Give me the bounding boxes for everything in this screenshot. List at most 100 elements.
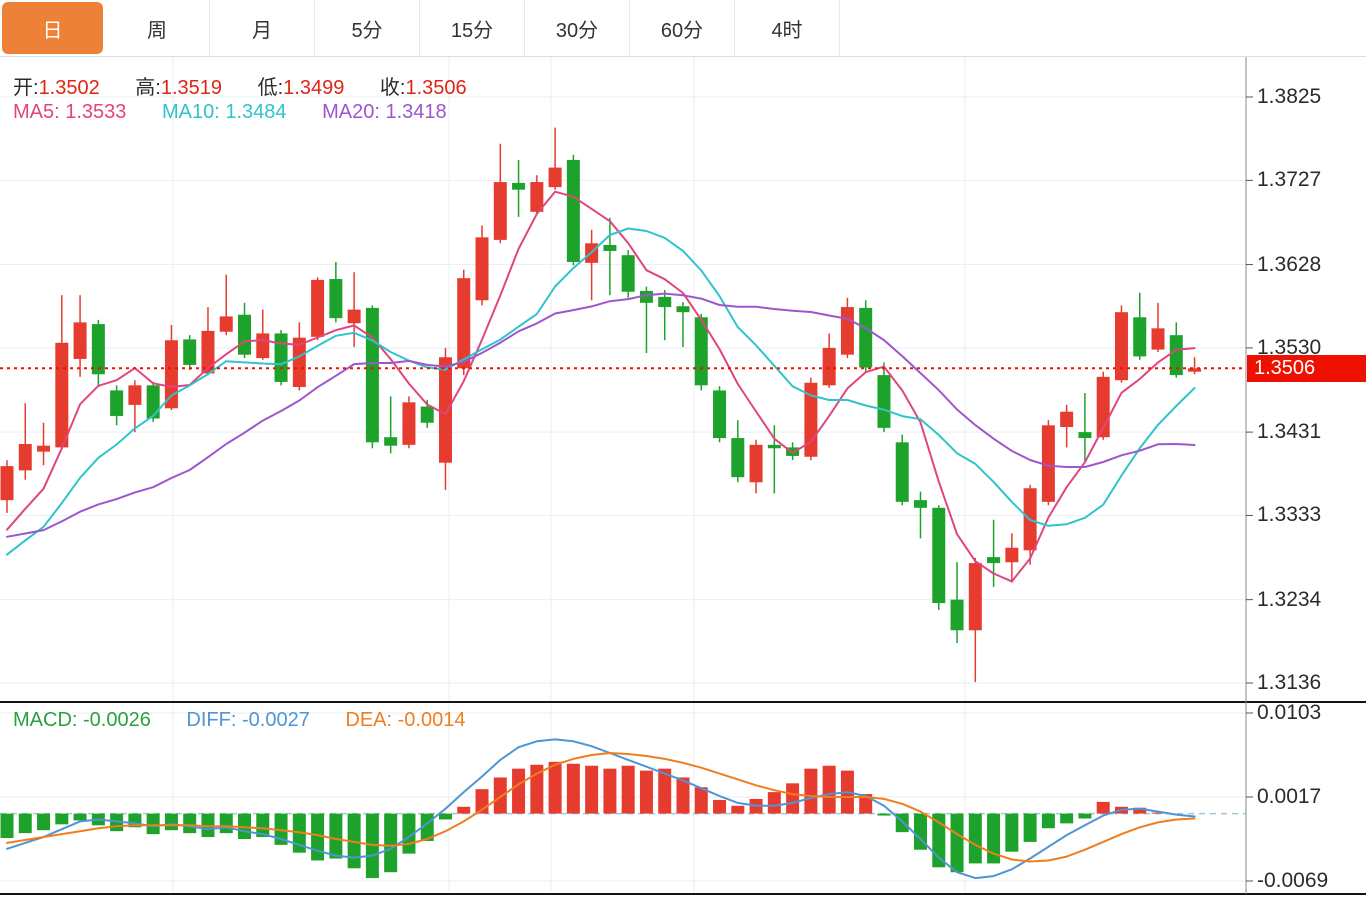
ma10-value: 1.3484 xyxy=(225,101,287,123)
macd-hist-bar xyxy=(493,777,507,814)
ma20-label: MA20: xyxy=(322,101,380,123)
dea-line xyxy=(6,752,1196,863)
candle-body xyxy=(457,278,471,369)
candle-body xyxy=(877,375,891,428)
macd-hist-bar xyxy=(1133,807,1147,814)
macd-hist-bar xyxy=(457,806,471,814)
candle-body xyxy=(347,309,361,324)
diff-line xyxy=(6,738,1196,880)
candle-body xyxy=(475,237,489,301)
candle-body xyxy=(1005,547,1019,563)
candle-body xyxy=(493,182,507,240)
candle-body xyxy=(110,390,124,416)
macd-hist-bar xyxy=(1060,813,1074,824)
macd-hist-bar xyxy=(877,813,891,816)
macd-label: MACD: xyxy=(13,709,78,731)
quote-row: 开:1.3502 高:1.3519 低:1.3499 收:1.3506 xyxy=(13,71,497,100)
candle-body xyxy=(767,444,781,449)
candle-body xyxy=(238,314,252,355)
candle-body xyxy=(1188,368,1202,372)
macd-hist-bar xyxy=(384,813,398,873)
tab-timeframe-3[interactable]: 5分 xyxy=(315,0,420,56)
tab-timeframe-5[interactable]: 30分 xyxy=(525,0,630,56)
macd-hist-bar xyxy=(566,763,580,814)
candle-body xyxy=(895,442,909,502)
ma20-line xyxy=(6,292,1196,538)
tab-timeframe-4[interactable]: 15分 xyxy=(420,0,525,56)
candle-body xyxy=(1169,335,1183,376)
macd-hist-bar xyxy=(914,813,927,850)
ma5-value: 1.3533 xyxy=(65,101,127,123)
candle-body xyxy=(164,340,178,409)
macd-legend-row: MACD: -0.0026 DIFF: -0.0027 DEA: -0.0014 xyxy=(13,709,495,732)
candle-body xyxy=(91,324,105,375)
tab-timeframe-0[interactable]: 日 xyxy=(2,2,103,54)
macd-hist-bar xyxy=(548,761,562,814)
candle-body xyxy=(73,322,87,359)
macd-tick-label: 0.0103 xyxy=(1257,700,1322,724)
macd-hist-bar xyxy=(621,765,635,814)
macd-hist-bar xyxy=(55,813,69,825)
macd-hist-bar xyxy=(639,770,653,814)
tab-timeframe-6[interactable]: 60分 xyxy=(630,0,735,56)
open-label: 开: xyxy=(13,77,39,99)
candle-body xyxy=(639,290,653,303)
ma10-line xyxy=(6,227,1196,556)
candle-body xyxy=(658,296,672,308)
tab-timeframe-2[interactable]: 月 xyxy=(210,0,315,56)
candle-body xyxy=(146,385,160,419)
price-tick-label: 1.3628 xyxy=(1257,252,1322,276)
candle-body xyxy=(987,557,1001,564)
macd-hist-bar xyxy=(658,768,672,814)
tab-timeframe-1[interactable]: 周 xyxy=(105,0,210,56)
candle-body xyxy=(968,563,982,631)
macd-hist-bar xyxy=(1151,812,1165,814)
candle-body xyxy=(1060,411,1074,427)
low-label: 低: xyxy=(257,77,284,99)
candle-body xyxy=(512,182,526,190)
candle-body xyxy=(329,279,343,319)
macd-hist-bar xyxy=(804,768,818,814)
candle-body xyxy=(128,385,142,405)
macd-value: -0.0026 xyxy=(83,709,151,731)
candle-body xyxy=(621,255,635,292)
macd-hist-bar xyxy=(1023,813,1037,842)
macd-hist-bar xyxy=(859,794,873,814)
close-value: 1.3506 xyxy=(405,77,467,99)
macd-hist-bar xyxy=(219,813,233,834)
diff-label: DIFF: xyxy=(186,709,237,731)
candle-body xyxy=(566,159,580,262)
macd-hist-bar xyxy=(1005,813,1019,852)
low-value: 1.3499 xyxy=(283,77,345,99)
candle-body xyxy=(365,307,379,443)
macd-hist-bar xyxy=(512,768,526,814)
candle-body xyxy=(1114,312,1128,381)
tab-timeframe-7[interactable]: 4时 xyxy=(735,0,840,56)
macd-hist-bar xyxy=(164,813,178,831)
macd-hist-bar xyxy=(438,813,452,820)
candle-body xyxy=(713,390,727,439)
ma20-value: 1.3418 xyxy=(385,101,447,123)
price-tick-label: 1.3727 xyxy=(1257,168,1322,192)
macd-hist-bar xyxy=(676,777,690,814)
high-value: 1.3519 xyxy=(160,77,223,99)
macd-hist-bar xyxy=(73,813,87,821)
macd-hist-bar xyxy=(603,768,617,814)
close-label: 收: xyxy=(379,77,406,99)
candle-body xyxy=(219,316,233,332)
dea-value: -0.0014 xyxy=(397,709,466,731)
candle-body xyxy=(749,444,763,483)
candle-body xyxy=(676,306,690,313)
macd-hist-bar xyxy=(146,813,160,835)
macd-hist-bar xyxy=(767,792,781,814)
macd-hist-bar xyxy=(1041,813,1055,829)
macd-tick-label: -0.0069 xyxy=(1257,868,1329,892)
candle-body xyxy=(37,445,51,452)
candle-body xyxy=(0,466,14,501)
open-value: 1.3502 xyxy=(38,77,100,99)
macd-hist-bar xyxy=(585,765,599,814)
candle-body xyxy=(603,244,617,251)
timeframe-tab-bar: 日周月 5分 15分 30分 60分 4时 xyxy=(0,0,1366,57)
macd-hist-bar xyxy=(329,813,343,859)
